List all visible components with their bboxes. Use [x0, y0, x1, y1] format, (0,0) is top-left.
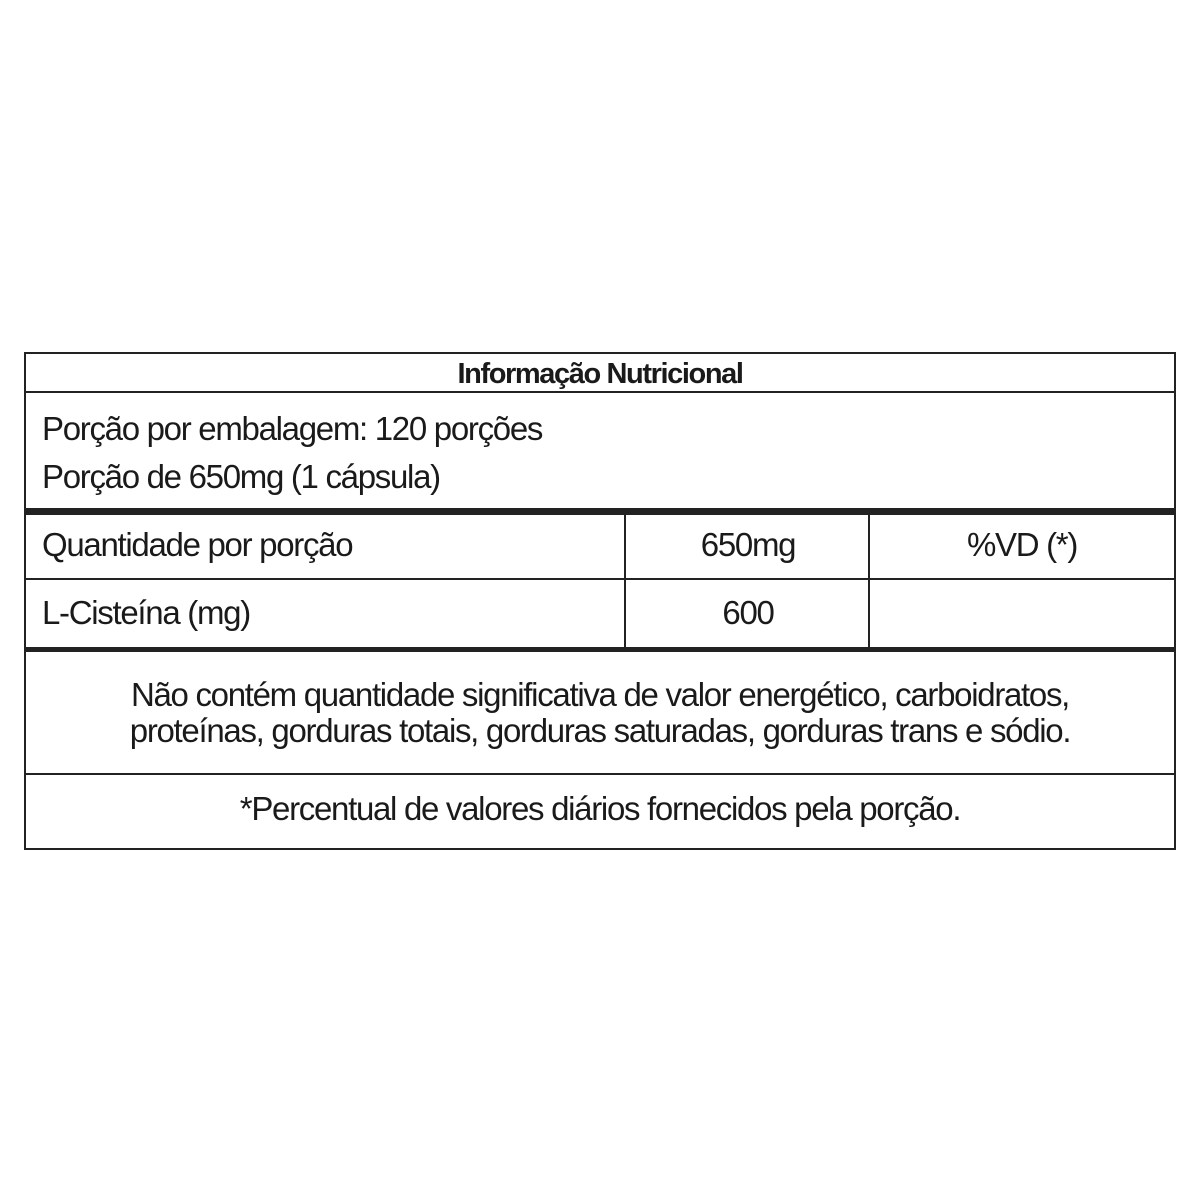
header-dv: %VD (*)	[966, 526, 1078, 563]
note-line-2: proteínas, gorduras totais, gorduras sat…	[129, 712, 1072, 749]
divider	[26, 391, 1174, 393]
thick-divider	[26, 647, 1174, 652]
serving-size: Porção de 650mg (1 cápsula)	[42, 458, 441, 495]
nutrition-facts-table: Informação Nutricional Porção por embala…	[24, 352, 1176, 850]
footnote: *Percentual de valores diários fornecido…	[239, 790, 962, 827]
nutrient-name: L-Cisteína (mg)	[42, 594, 251, 631]
divider	[26, 578, 1174, 580]
thick-divider	[26, 508, 1174, 515]
column-divider	[624, 515, 626, 648]
servings-per-package: Porção por embalagem: 120 porções	[42, 410, 543, 447]
divider	[26, 773, 1174, 775]
header-label: Quantidade por porção	[42, 526, 354, 563]
note-line-1: Não contém quantidade significativa de v…	[130, 676, 1070, 713]
table-title: Informação Nutricional	[457, 358, 743, 390]
nutrient-amount: 600	[722, 594, 774, 631]
header-amount: 650mg	[700, 526, 797, 563]
column-divider	[868, 515, 870, 648]
